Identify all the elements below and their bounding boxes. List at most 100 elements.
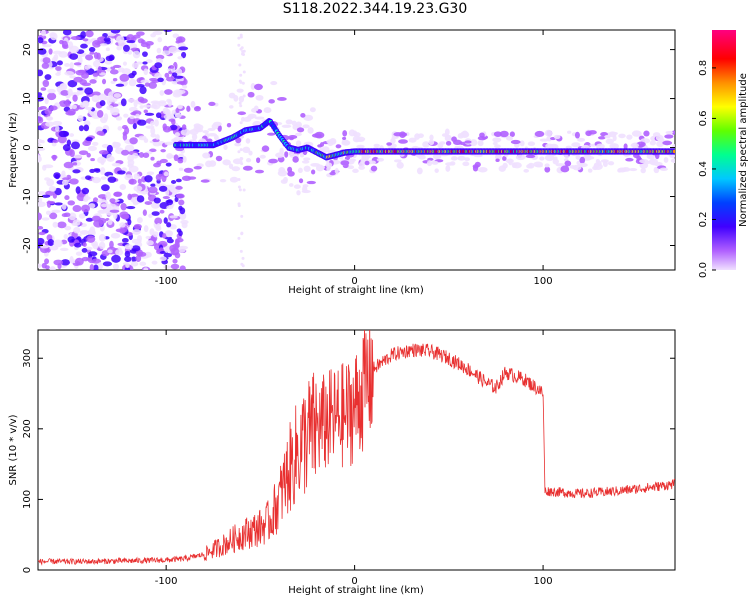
heatmap-cell [164, 72, 170, 78]
heatmap-cell [368, 160, 376, 165]
heatmap-cell [115, 249, 124, 256]
heatmap-cell [142, 104, 152, 108]
heatmap-cell [45, 210, 51, 216]
heatmap-cell [657, 138, 665, 142]
heatmap-cell [427, 157, 434, 161]
heatmap-cell [119, 184, 127, 191]
heatmap-cell [49, 105, 58, 111]
heatmap-ytick-label: 0 [22, 144, 33, 150]
heatmap-cell [89, 264, 95, 270]
snr-xtick-label: -100 [155, 576, 178, 587]
heatmap-cell [38, 154, 41, 162]
heatmap-cell [131, 245, 141, 252]
heatmap-cell [69, 62, 74, 70]
heatmap-cell [355, 136, 366, 142]
heatmap-cell [277, 97, 287, 101]
heatmap-cell [115, 83, 125, 87]
heatmap-cell [70, 36, 81, 41]
heatmap-cell [499, 130, 509, 138]
heatmap-cell [445, 134, 451, 141]
colorbar-label: Normalized spectral amplitude [738, 73, 749, 227]
heatmap-cell [174, 240, 180, 248]
heatmap-cell [181, 124, 187, 131]
heatmap-cell [263, 107, 272, 114]
heatmap-cell [303, 114, 314, 121]
heatmap-cell [106, 144, 113, 153]
heatmap-cell [178, 46, 189, 51]
heatmap-cell [492, 137, 502, 143]
heatmap-cell [82, 140, 92, 146]
heatmap-cell [142, 209, 147, 216]
heatmap-cell [268, 99, 275, 104]
heatmap-cell [52, 50, 63, 55]
heatmap-cell [145, 59, 153, 63]
heatmap-cell [83, 197, 89, 202]
heatmap-cell [200, 179, 210, 183]
heatmap-cell [173, 154, 179, 162]
heatmap-cell [238, 188, 242, 192]
heatmap-cell [202, 152, 211, 159]
heatmap-cell [631, 130, 642, 137]
heatmap-cell [127, 50, 133, 55]
heatmap-cell [99, 167, 106, 175]
heatmap-cell [111, 254, 121, 263]
heatmap-cell [50, 32, 58, 41]
heatmap-cell [182, 84, 188, 89]
heatmap-cell [181, 175, 192, 181]
heatmap-cell [439, 141, 446, 145]
heatmap-cell [237, 150, 241, 154]
heatmap-cell [169, 124, 178, 131]
heatmap-cell [280, 179, 288, 184]
heatmap-cell [133, 173, 140, 180]
heatmap-cell [235, 137, 242, 144]
heatmap-cell [148, 213, 153, 218]
heatmap-cell [429, 134, 434, 141]
heatmap-cell [560, 165, 570, 173]
heatmap-cell [61, 203, 67, 210]
heatmap-cell [240, 262, 244, 266]
heatmap-cell [670, 158, 675, 163]
heatmap-cell [154, 62, 163, 69]
heatmap-cell [101, 184, 110, 192]
heatmap-cell [122, 133, 128, 141]
heatmap-xtick-label: -100 [155, 276, 178, 287]
heatmap-cell [464, 140, 472, 144]
heatmap-cell [64, 195, 70, 201]
heatmap-cell [234, 142, 242, 147]
heatmap-cell [612, 135, 617, 142]
heatmap-cell [408, 137, 417, 143]
heatmap-cell [239, 104, 243, 108]
heatmap-cell [240, 214, 244, 218]
heatmap-cell [127, 218, 132, 226]
heatmap-cell [180, 128, 191, 136]
heatmap-cell [131, 62, 139, 69]
heatmap-cell [165, 230, 172, 238]
heatmap-cell [162, 233, 167, 239]
heatmap-cell [174, 252, 181, 259]
heatmap-cell [81, 82, 92, 87]
heatmap-cell [96, 109, 104, 118]
heatmap-cell [112, 263, 120, 270]
heatmap-cell [564, 160, 572, 167]
heatmap-cell [144, 112, 155, 116]
heatmap-cell [211, 123, 219, 130]
heatmap-cell [172, 72, 178, 77]
heatmap-cell [106, 105, 114, 111]
heatmap-cell [139, 105, 144, 109]
heatmap-cell [361, 156, 367, 162]
heatmap-cell [144, 175, 153, 183]
heatmap-cell [64, 99, 71, 108]
snr-ytick-label: 300 [22, 349, 33, 368]
heatmap-cell [174, 112, 182, 119]
colorbar-gradient [712, 30, 736, 270]
heatmap-cell [231, 166, 241, 172]
heatmap-cell [98, 93, 107, 101]
heatmap-cell [85, 136, 93, 142]
heatmap-cell [240, 135, 244, 139]
heatmap-cell [135, 255, 142, 262]
heatmap-cell [267, 132, 276, 136]
heatmap-cell [653, 161, 663, 167]
heatmap-cell [259, 154, 266, 159]
heatmap-cell [549, 143, 559, 150]
heatmap-cell [72, 169, 81, 174]
